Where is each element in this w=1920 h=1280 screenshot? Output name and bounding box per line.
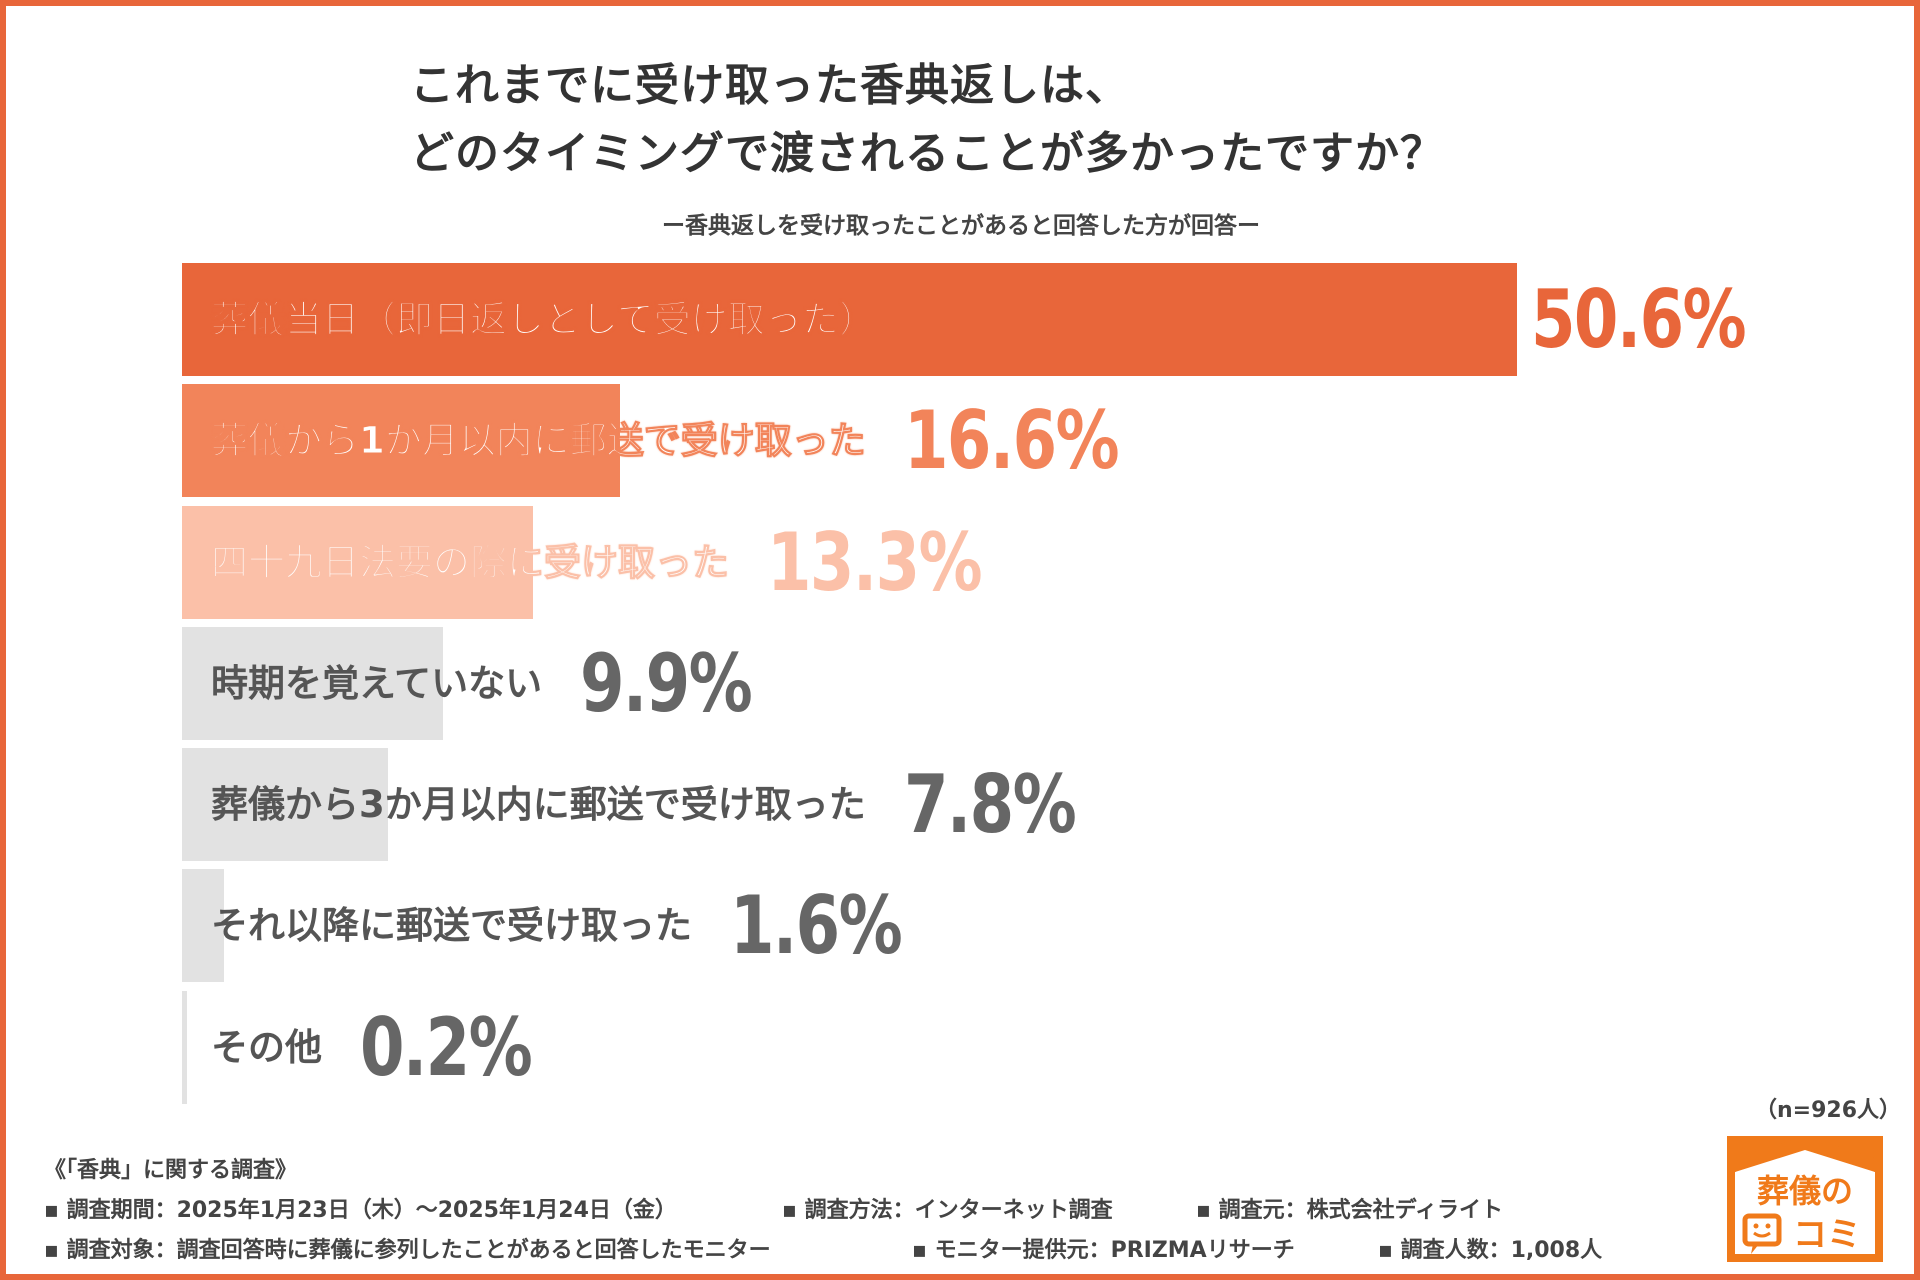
survey-source: ▪ 調査元：株式会社ディライト [1196, 1198, 1504, 1223]
bar-row: 時期を覚えていない 9.9% [182, 627, 1882, 740]
bar [182, 627, 444, 740]
bar [182, 263, 1517, 376]
survey-period: ▪ 調査期間：2025年1月23日（木）〜2025年1月24日（金） [44, 1198, 677, 1223]
bar-row: 葬儀当日（即日返しとして受け取った） 50.6% [182, 263, 1882, 376]
value-label: 50.6% [1531, 273, 1747, 366]
survey-method: ▪ 調査方法：インターネット調査 [782, 1198, 1113, 1223]
monitor-provider: ▪ モニター提供元：PRIZMAリサーチ [912, 1238, 1295, 1263]
value-label: 16.6% [904, 394, 1120, 487]
category-label: 葬儀から3か月以内に郵送で受け取った [211, 783, 866, 826]
value-label: 1.6% [730, 879, 903, 972]
bar [182, 869, 225, 982]
sample-size: （n=926人） [1755, 1098, 1902, 1123]
value-label: 9.9% [580, 637, 753, 730]
title-line-2: どのタイミングで渡されることが多かったですか？ [410, 128, 1445, 179]
bar-row: 葬儀から3か月以内に郵送で受け取った 7.8% [182, 748, 1882, 861]
category-label: 時期を覚えていない [211, 662, 543, 705]
survey-target: ▪ 調査対象：調査回答時に葬儀に参列したことがあると回答したモニター [44, 1238, 771, 1263]
category-label: その他 [211, 1026, 322, 1069]
chart-subtitle: ー香典返しを受け取ったことがあると回答した方が回答ー [662, 213, 1260, 239]
bar-row: 四十九日法要の際に受け取った 13.3% [182, 506, 1882, 619]
logo-text-top: 葬儀の [1757, 1172, 1853, 1210]
bar-row: 葬儀から1か月以内に郵送で受け取った 16.6% [182, 384, 1882, 497]
smile-speech-icon [1742, 1213, 1782, 1247]
value-label: 0.2% [360, 1001, 533, 1094]
category-label: 四十九日法要の際に受け取った [211, 541, 730, 585]
title-line-1: これまでに受け取った香典返しは、 [410, 60, 1130, 111]
value-label: 7.8% [904, 758, 1077, 851]
bar [182, 748, 388, 861]
bar-row: その他 0.2% [182, 991, 1882, 1104]
chart-title: これまでに受け取った香典返しは、 どのタイミングで渡されることが多かったですか？ [410, 52, 1445, 188]
value-label: 13.3% [767, 516, 983, 609]
bar [182, 384, 620, 497]
bar-row: それ以降に郵送で受け取った 1.6% [182, 869, 1882, 982]
bar [182, 991, 188, 1104]
survey-heading: 《「香典」に関する調査》 [44, 1158, 298, 1183]
category-label: それ以降に郵送で受け取った [211, 904, 692, 947]
category-label: 葬儀当日（即日返しとして受け取った） [211, 298, 877, 342]
sougi-no-kuchikomi-logo: 葬儀の コミ [1727, 1136, 1883, 1262]
bar [182, 506, 533, 619]
survey-count: ▪ 調査人数：1,008人 [1378, 1238, 1603, 1263]
logo-text-bottom: コミ [1793, 1215, 1861, 1255]
category-label: 葬儀から1か月以内に郵送で受け取った [211, 419, 867, 463]
